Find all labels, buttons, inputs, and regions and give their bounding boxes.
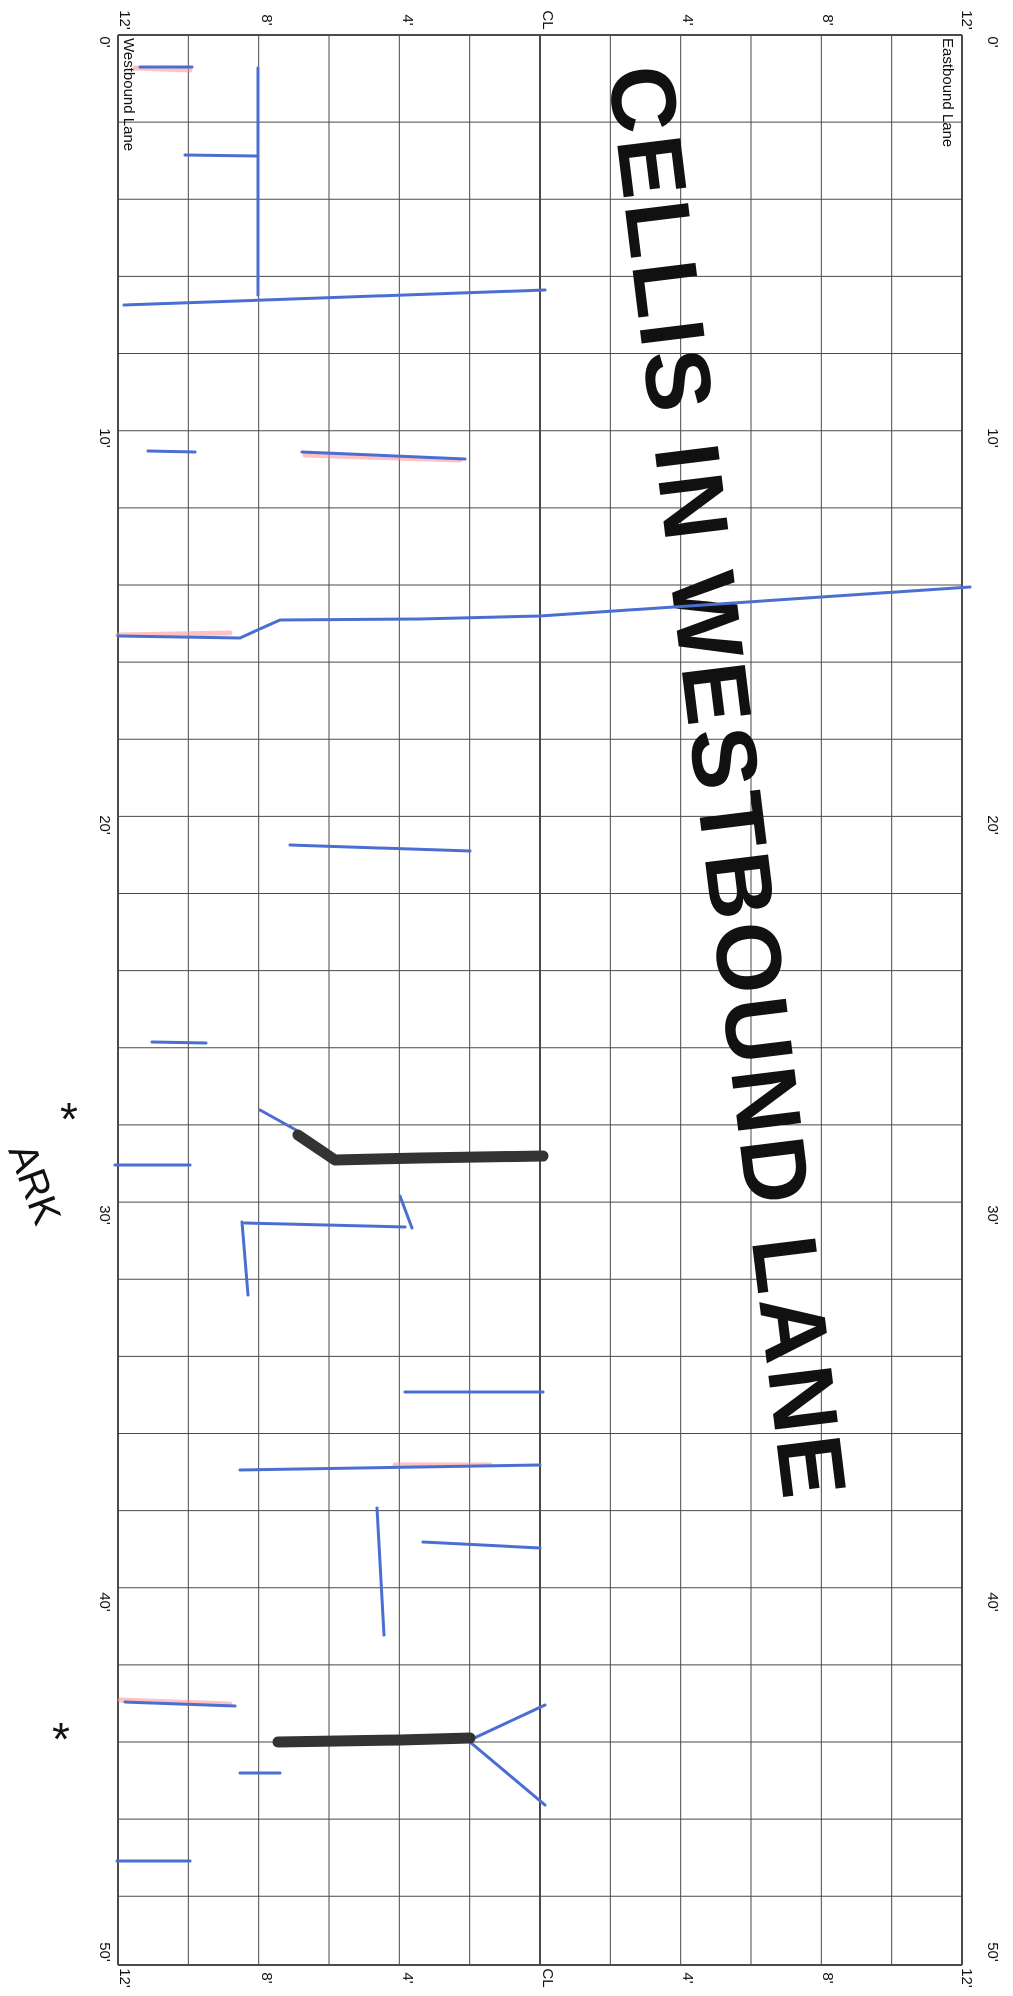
top-tick-4-east: 4' [679, 14, 696, 25]
star-annotation-upper: * [60, 1093, 78, 1145]
top-tick-12-east: 12' [958, 10, 975, 30]
crack-line [146, 449, 197, 454]
right-distance-30: 30' [984, 1205, 1001, 1225]
left-distance-20: 20' [96, 815, 113, 835]
crack-line [398, 1194, 414, 1230]
crack-line [375, 1506, 386, 1637]
top-tick-8-west: 8' [258, 14, 275, 25]
left-distance-40: 40' [96, 1592, 113, 1612]
crack-line [183, 153, 258, 158]
right-distance-40: 40' [984, 1592, 1001, 1612]
crack-line [243, 1221, 407, 1229]
crack-line [150, 1040, 208, 1045]
bottom-tick-4-west: 4' [399, 1972, 416, 1983]
top-tick-centerline: CL [539, 10, 556, 29]
crack-line [122, 288, 547, 307]
crack-line [116, 585, 972, 640]
left-distance-10: 10' [96, 428, 113, 448]
crack-line [240, 1220, 250, 1297]
right-distance-ticks: 0' 10' 20' 30' 40' 50' [984, 36, 1001, 1962]
left-distance-30: 30' [96, 1205, 113, 1225]
patch-line [292, 1129, 549, 1166]
crack-line [300, 450, 467, 461]
westbound-lane-label: Westbound Lane [120, 38, 137, 151]
grid-lines [117, 34, 963, 1966]
left-distance-0: 0' [96, 36, 113, 47]
top-tick-8-east: 8' [819, 14, 836, 25]
patch-line [272, 1732, 476, 1748]
bottom-tick-centerline: CL [539, 1968, 556, 1987]
red-highlights [115, 65, 493, 1707]
watermark-stamp: CELLIS IN WESTBOUND LANE [588, 60, 865, 1507]
red-handwritten-note: ARK [0, 1138, 69, 1231]
bottom-tick-8-west: 8' [258, 1972, 275, 1983]
crack-line [468, 1740, 547, 1807]
crack-line [288, 843, 472, 853]
marginalia: * ARK * [0, 1093, 78, 1765]
bottom-tick-4-east: 4' [679, 1972, 696, 1983]
crack-line [468, 1703, 547, 1742]
top-lateral-ticks: 12' 8' 4' CL 4' 8' 12' [116, 10, 975, 30]
black-patches [272, 1129, 549, 1748]
top-tick-12-west: 12' [116, 10, 133, 30]
red-highlight [115, 630, 233, 638]
crack-marks [113, 65, 972, 1863]
red-highlight [117, 1697, 233, 1707]
right-distance-0: 0' [984, 36, 1001, 47]
blue-cracks [113, 65, 972, 1863]
bottom-tick-12-east: 12' [958, 1968, 975, 1988]
crack-line [421, 1540, 542, 1550]
bottom-lateral-ticks: 12' 8' 4' CL 4' 8' 12' [116, 1968, 975, 1988]
left-distance-50: 50' [96, 1942, 113, 1962]
bottom-tick-12-west: 12' [116, 1968, 133, 1988]
left-distance-ticks: 0' 10' 20' 30' 40' 50' [96, 36, 113, 1962]
crack-line [238, 1463, 542, 1472]
eastbound-lane-label: Eastbound Lane [939, 38, 956, 147]
right-distance-10: 10' [984, 428, 1001, 448]
star-annotation-lower: * [52, 1713, 70, 1765]
bottom-tick-8-east: 8' [819, 1972, 836, 1983]
right-distance-50: 50' [984, 1942, 1001, 1962]
crack-line [123, 1700, 237, 1708]
top-tick-4-west: 4' [399, 14, 416, 25]
right-distance-20: 20' [984, 815, 1001, 835]
